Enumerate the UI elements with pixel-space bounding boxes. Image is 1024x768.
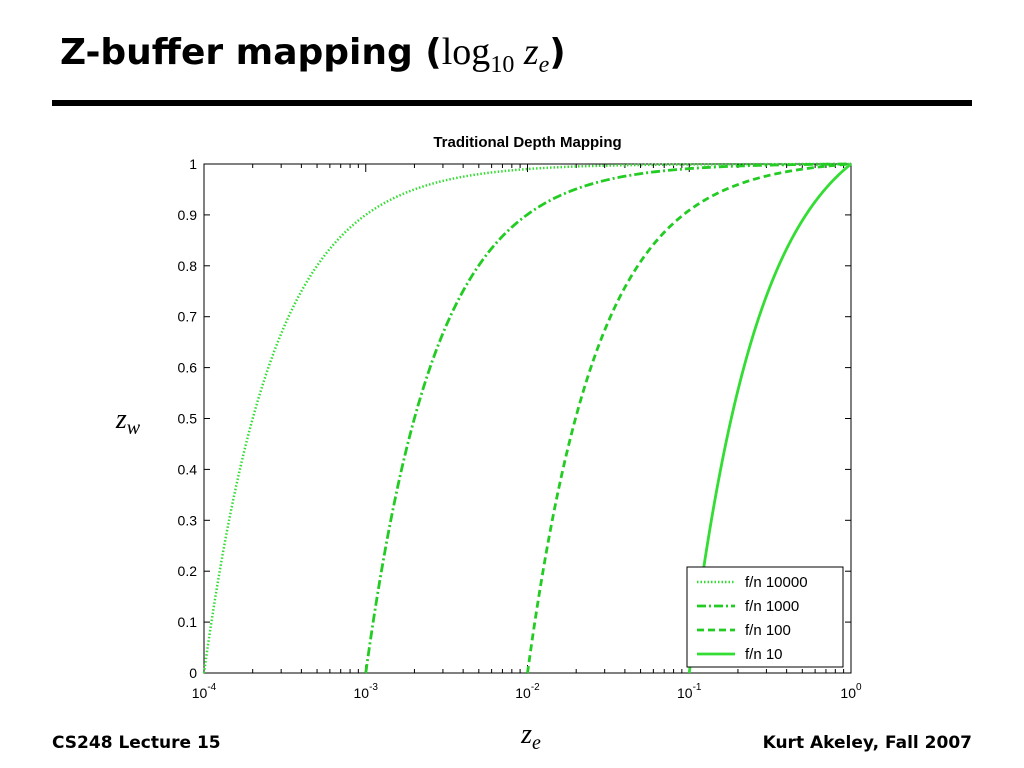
title-close-paren: )	[549, 32, 566, 73]
x-tick-label: 10-3	[354, 682, 379, 701]
y-tick-label: 0.3	[178, 512, 198, 528]
series-line-3	[526, 162, 852, 674]
x-tick-label: 10-1	[677, 682, 702, 701]
legend-box	[686, 566, 844, 668]
footer-course: CS248 Lecture 15	[52, 733, 221, 753]
slide-title-text: Z-buffer mapping (	[60, 32, 442, 73]
series-line-2	[364, 162, 852, 674]
y-tick-label: 0.5	[178, 411, 198, 427]
y-tick-label: 0.8	[178, 258, 198, 274]
y-axis-label: zw	[115, 404, 141, 439]
chart-title: Traditional Depth Mapping	[433, 134, 621, 151]
x-tick-label: 10-2	[515, 682, 540, 701]
series-line-4	[687, 162, 852, 674]
series-line-1	[202, 162, 851, 674]
y-tick-label: 0.7	[178, 309, 198, 325]
title-log-subscript: 10	[490, 52, 515, 78]
x-axis-label: ze	[520, 719, 541, 754]
legend-entry: f/n 10	[745, 646, 783, 663]
x-tick-label: 100	[840, 682, 862, 701]
legend-entry: f/n 1000	[745, 598, 799, 615]
legend-entry: f/n 100	[745, 622, 791, 639]
y-tick-label: 0.9	[178, 207, 198, 223]
slide-title-math: log10 ze	[441, 31, 550, 77]
x-tick-label: 10-4	[192, 682, 217, 701]
y-tick-label: 0	[189, 665, 197, 681]
footer-author: Kurt Akeley, Fall 2007	[762, 733, 972, 753]
y-tick-label: 0.4	[178, 461, 198, 477]
title-log: log	[441, 31, 491, 73]
title-rule	[52, 100, 972, 106]
legend-entry: f/n 10000	[745, 574, 808, 591]
y-tick-label: 1	[189, 156, 197, 172]
title-variable: z	[523, 31, 539, 73]
y-tick-label: 0.2	[178, 563, 198, 579]
title-variable-subscript: e	[538, 52, 550, 78]
legend: f/n 10000 f/n 1000 f/n 100 f/n 10	[686, 566, 844, 668]
slide-title: Z-buffer mapping (log10 ze)	[60, 28, 566, 77]
y-tick-label: 0.6	[178, 360, 198, 376]
y-tick-label: 0.1	[178, 614, 198, 630]
